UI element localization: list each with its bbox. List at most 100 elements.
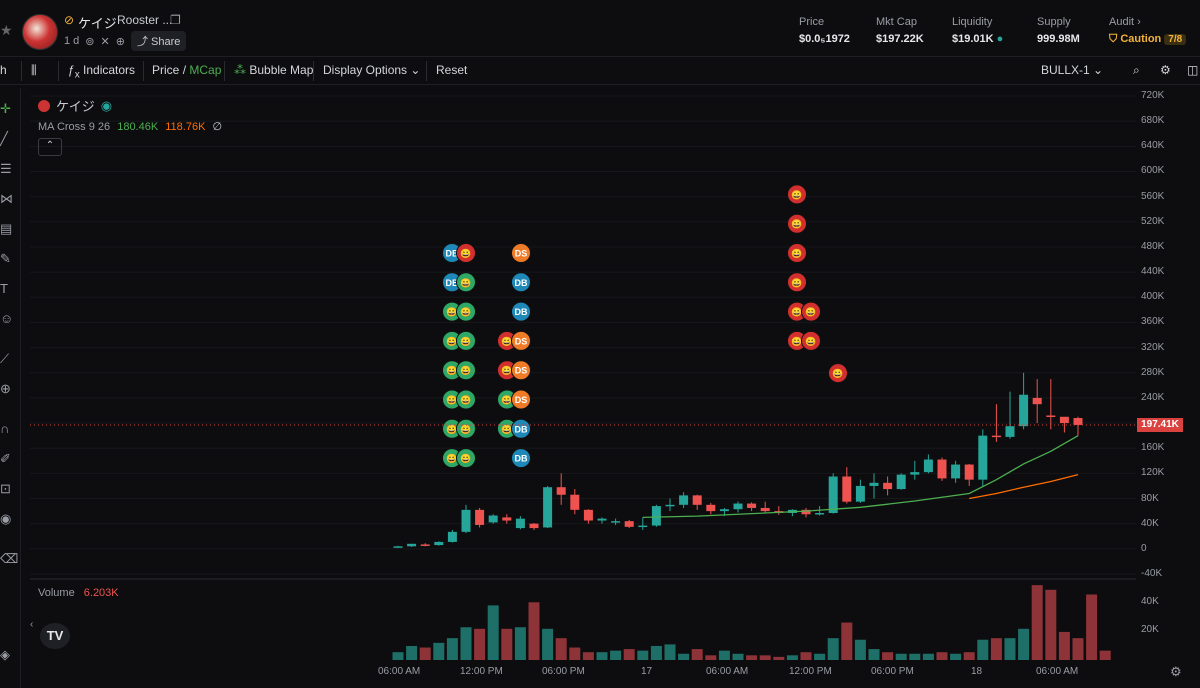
pattern-icon[interactable]: ⋈ <box>0 191 13 206</box>
trade-marker: DB <box>442 243 462 263</box>
trade-marker-label: 😀 <box>501 395 512 405</box>
brush-icon[interactable]: ✎ <box>0 251 11 266</box>
trade-marker-label: 😀 <box>460 249 471 259</box>
volume-bar <box>786 655 798 660</box>
trade-marker-badge <box>801 301 821 322</box>
gear-icon[interactable]: ⚙ <box>1160 63 1171 77</box>
copy-icon[interactable]: ❐ <box>170 13 181 27</box>
eye-icon[interactable]: ◉ <box>0 511 12 526</box>
volume-bar <box>1058 631 1070 660</box>
candle-body <box>991 435 1001 438</box>
share-label: Share <box>151 36 181 48</box>
candle-body <box>651 506 661 526</box>
trade-marker-badge <box>456 243 476 263</box>
horizontal-lines-icon[interactable]: ☰ <box>0 161 12 176</box>
trade-marker: 😀 <box>456 448 476 469</box>
trade-marker-label: 😀 <box>791 278 802 288</box>
x-icon[interactable]: ✕ <box>100 35 110 48</box>
chart-toolbar <box>0 57 1200 85</box>
trade-marker-label: 😀 <box>446 336 457 346</box>
lock-icon[interactable]: ⊡ <box>0 481 11 496</box>
lock-icon: ● <box>996 33 1004 45</box>
volume-bar <box>501 628 513 660</box>
volume-bar <box>1031 585 1043 660</box>
trade-marker: 😀 <box>456 243 476 263</box>
toolbar-cut-label[interactable]: h <box>0 63 7 77</box>
layers-icon[interactable]: ◈ <box>0 647 10 662</box>
trade-marker-label: 😀 <box>791 190 802 200</box>
bubble-map-button[interactable]: ⁂ Bubble Map <box>234 63 314 77</box>
trade-marker: DB <box>511 301 531 322</box>
trade-marker-badge <box>787 213 807 234</box>
price-mcap-toggle[interactable]: Price / MCap <box>152 63 222 77</box>
trend-line-icon[interactable]: ╱ <box>0 131 8 146</box>
candle-body <box>828 476 838 513</box>
candle-body <box>978 435 988 480</box>
crosshair-icon[interactable]: ✛ <box>0 101 11 116</box>
y-tick-label: 440K <box>1141 266 1165 278</box>
text-icon[interactable]: T <box>0 281 8 296</box>
y-tick-label: 40K <box>1141 517 1159 529</box>
trade-marker-badge <box>456 330 476 351</box>
tradingview-logo[interactable]: TV <box>40 623 70 649</box>
y-tick-label: 680K <box>1141 115 1165 127</box>
emoji-icon[interactable]: ☺ <box>0 311 14 326</box>
axis-settings-icon[interactable]: ⚙ <box>1170 664 1182 679</box>
measure-icon[interactable]: ⟋ <box>0 351 10 366</box>
trade-marker-label: DS <box>515 366 528 376</box>
candle-body <box>964 464 974 480</box>
collapse-rail-icon[interactable]: ‹ <box>30 619 34 630</box>
chart-legend: ケイジ ◉ <box>38 96 112 115</box>
ma-slow-line <box>969 473 1079 500</box>
trash-icon[interactable]: ⌫ <box>0 551 19 566</box>
candle-body <box>407 543 417 547</box>
volume-bar <box>990 638 1002 660</box>
volume-bar <box>868 649 880 660</box>
camera-icon[interactable]: ◫ <box>1187 63 1199 77</box>
lock-drawings-icon[interactable]: ✐ <box>0 451 11 466</box>
volume-bar <box>474 628 486 660</box>
trade-marker: 😀 <box>787 184 807 205</box>
candle-body <box>869 482 879 486</box>
compass-icon: ⊘ <box>64 13 75 27</box>
candle-body <box>502 517 512 521</box>
candle-type-icon[interactable]: ⫼ <box>31 63 37 77</box>
zoom-search-icon[interactable]: ⌕ <box>1133 63 1140 77</box>
candle-body <box>624 521 634 527</box>
zoom-in-icon[interactable]: ⊕ <box>0 381 11 396</box>
candle-body <box>1032 397 1042 405</box>
indicators-button[interactable]: ƒx Indicators <box>68 63 136 81</box>
y-tick-label: 0 <box>1141 542 1147 554</box>
reset-button[interactable]: Reset <box>436 63 468 77</box>
ma-legend: MA Cross 9 26 180.46K 118.76K ∅ <box>38 120 222 133</box>
share-button[interactable]: ⤴ Share <box>130 31 187 51</box>
collapse-legend-button[interactable]: ⌃ <box>38 138 62 156</box>
trade-marker: 😀 <box>787 272 807 293</box>
volume-bar <box>977 639 989 660</box>
trade-marker-label: 😀 <box>460 366 471 376</box>
drawing-tools-rail <box>0 88 21 688</box>
y-tick-label: 320K <box>1141 341 1165 353</box>
link-icon[interactable]: ⊚ <box>85 35 95 48</box>
price-chart[interactable]: DBDB😀😀😀😀😀😀😀😀😀😀😀😀😀😀😀😀😀😀DSDBDBDSDSDSDBDB😀😀… <box>30 88 1136 664</box>
volume-bar <box>950 653 962 660</box>
symbol-select[interactable]: BULLX-1 ⌄ <box>1041 63 1104 77</box>
volume-bar <box>678 653 690 660</box>
display-options-button[interactable]: Display Options ⌄ <box>323 63 421 77</box>
candle-body <box>393 546 403 548</box>
ma-extra-value: ∅ <box>212 121 223 133</box>
trade-marker-label: 😀 <box>460 307 471 317</box>
magnet-icon[interactable]: ∩ <box>0 421 10 436</box>
volume-bar <box>963 652 975 660</box>
y-tick-label: 80K <box>1141 492 1159 504</box>
ruler-icon[interactable]: ▤ <box>0 221 13 236</box>
volume-bar <box>623 649 635 660</box>
volume-bar <box>1045 589 1057 660</box>
trade-marker: 😀 <box>801 330 821 351</box>
globe-icon[interactable]: ⊕ <box>115 35 125 48</box>
star-icon[interactable]: ★ <box>0 22 13 38</box>
trade-marker-badge <box>456 360 476 381</box>
volume-bar <box>732 653 744 660</box>
trade-marker-label: 😀 <box>460 454 471 464</box>
audit-section[interactable]: Audit › ⛉ Caution 7/8 <box>1109 16 1187 46</box>
